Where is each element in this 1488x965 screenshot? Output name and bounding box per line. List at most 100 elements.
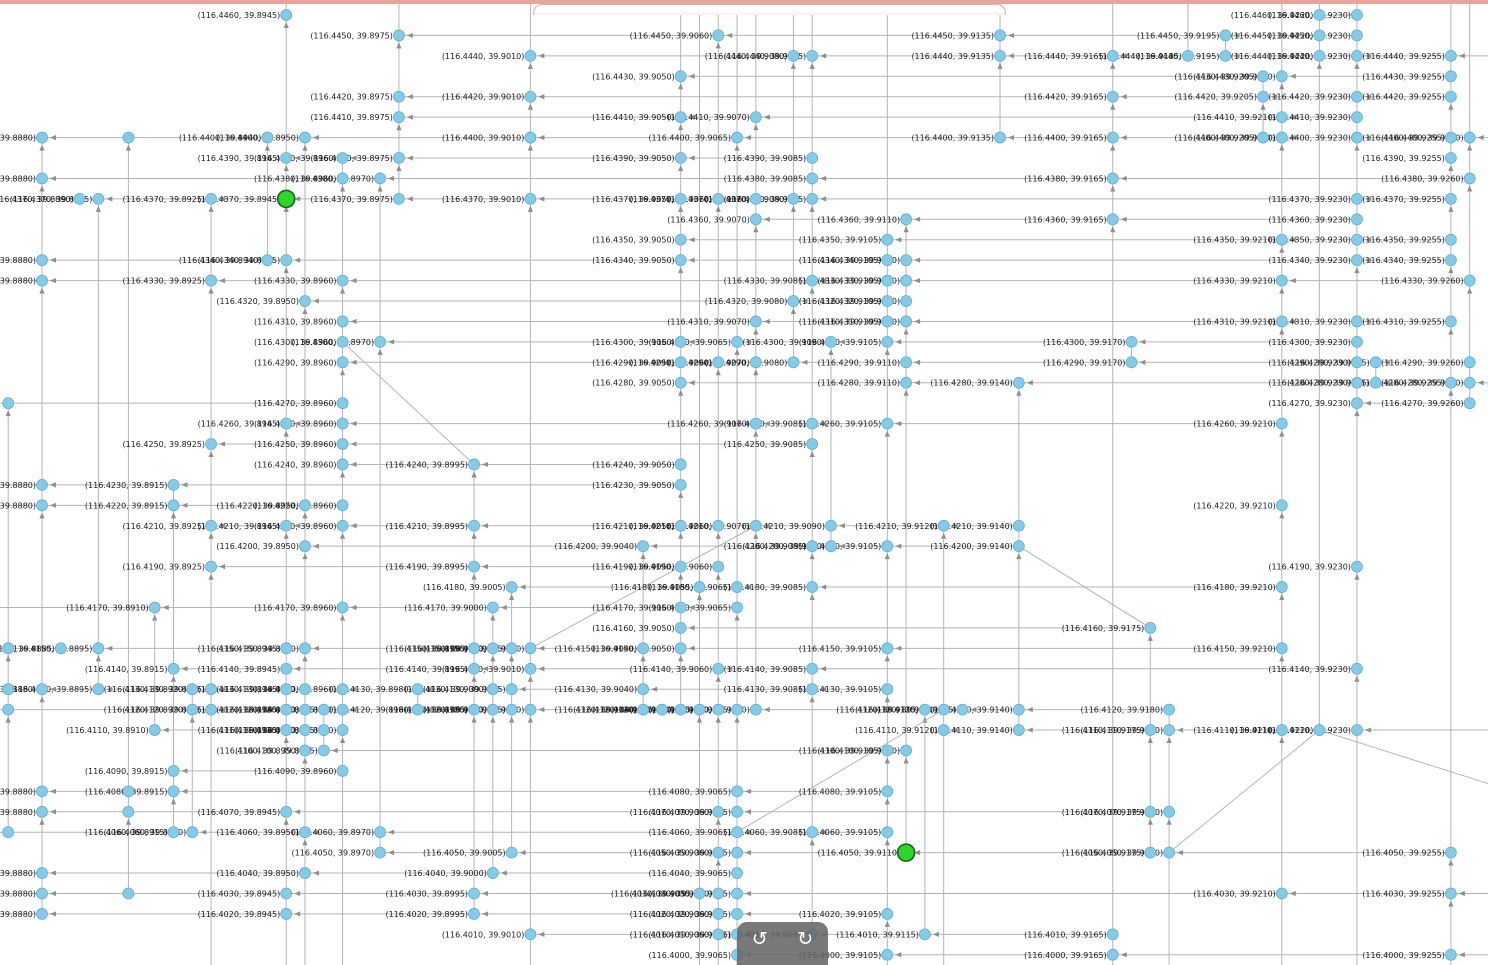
graph-node[interactable] — [92, 192, 105, 205]
graph-node[interactable] — [1444, 887, 1457, 900]
graph-node[interactable] — [712, 662, 725, 675]
graph-node[interactable] — [1444, 254, 1457, 267]
graph-node[interactable] — [280, 254, 293, 267]
graph-node[interactable] — [486, 601, 499, 614]
graph-node[interactable] — [1275, 887, 1288, 900]
graph-node[interactable] — [1351, 397, 1363, 410]
graph-node[interactable] — [505, 581, 518, 593]
graph-node[interactable] — [2, 397, 15, 410]
graph-node[interactable] — [712, 560, 725, 573]
graph-node[interactable] — [881, 274, 894, 287]
graph-node[interactable] — [36, 887, 48, 900]
graph-node[interactable] — [2, 642, 15, 655]
graph-node[interactable] — [1351, 131, 1363, 144]
graph-node[interactable] — [317, 724, 330, 736]
graph-node[interactable] — [693, 887, 706, 900]
graph-node[interactable] — [36, 254, 48, 267]
graph-node[interactable] — [524, 49, 537, 62]
graph-node[interactable] — [299, 867, 311, 879]
graph-node[interactable] — [36, 683, 48, 696]
graph-node[interactable] — [712, 29, 725, 42]
graph-node[interactable] — [881, 785, 894, 798]
graph-node[interactable] — [205, 519, 217, 532]
graph-node[interactable] — [524, 703, 537, 716]
graph-node[interactable] — [1351, 49, 1363, 62]
graph-node[interactable] — [731, 581, 743, 593]
graph-node[interactable] — [280, 805, 293, 818]
graph-node[interactable] — [956, 703, 969, 716]
graph-node[interactable] — [749, 315, 762, 328]
graph-node[interactable] — [280, 417, 293, 430]
graph-node[interactable] — [299, 295, 311, 307]
graph-node[interactable] — [1012, 519, 1025, 532]
graph-node[interactable] — [280, 9, 293, 21]
graph-node[interactable] — [1444, 90, 1457, 103]
graph-node[interactable] — [468, 887, 480, 900]
graph-node[interactable] — [92, 683, 105, 696]
graph-node[interactable] — [1275, 111, 1288, 124]
graph-node[interactable] — [280, 887, 293, 900]
graph-node[interactable] — [806, 662, 819, 675]
graph-node[interactable] — [186, 826, 199, 839]
graph-node[interactable] — [1219, 49, 1232, 62]
graph-node[interactable] — [167, 765, 180, 777]
graph-node[interactable] — [806, 581, 819, 593]
graph-node[interactable] — [1181, 49, 1194, 62]
graph-node[interactable] — [712, 908, 725, 920]
graph-node[interactable] — [900, 744, 913, 757]
graph-node[interactable] — [2, 703, 15, 716]
graph-node[interactable] — [336, 397, 349, 410]
graph-node[interactable] — [167, 785, 180, 798]
graph-node[interactable] — [36, 867, 48, 879]
graph-node[interactable] — [336, 274, 349, 287]
graph-node[interactable] — [524, 662, 537, 675]
graph-node[interactable] — [674, 601, 687, 614]
graph-node[interactable] — [1444, 192, 1457, 205]
graph-node[interactable] — [336, 152, 349, 164]
graph-node[interactable] — [299, 744, 311, 757]
graph-node[interactable] — [1444, 315, 1457, 328]
graph-node[interactable] — [468, 519, 480, 532]
graph-node[interactable] — [299, 131, 311, 144]
graph-node[interactable] — [1463, 172, 1476, 185]
graph-node[interactable] — [524, 642, 537, 655]
graph-node[interactable] — [1144, 724, 1157, 736]
graph-node[interactable] — [486, 867, 499, 879]
graph-node[interactable] — [1163, 724, 1175, 736]
graph-node[interactable] — [674, 560, 687, 573]
graph-node[interactable] — [731, 908, 743, 920]
graph-node[interactable] — [261, 254, 274, 267]
graph-node[interactable] — [1351, 29, 1363, 42]
graph-node[interactable] — [994, 131, 1006, 144]
graph-node[interactable] — [731, 131, 743, 144]
graph-node[interactable] — [486, 703, 499, 716]
graph-node[interactable] — [336, 172, 349, 185]
graph-node[interactable] — [674, 254, 687, 267]
graph-node[interactable] — [1163, 703, 1175, 716]
graph-node[interactable] — [656, 703, 668, 716]
graph-node[interactable] — [336, 458, 349, 471]
graph-node[interactable] — [1351, 356, 1363, 369]
graph-node[interactable] — [336, 703, 349, 716]
graph-node[interactable] — [1313, 49, 1326, 62]
graph-node[interactable] — [787, 356, 800, 369]
graph-node[interactable] — [280, 683, 293, 696]
graph-node[interactable] — [2, 683, 15, 696]
graph-node[interactable] — [637, 540, 650, 553]
graph-node[interactable] — [1369, 356, 1382, 369]
graph-node[interactable] — [1444, 376, 1457, 389]
graph-node[interactable] — [317, 703, 330, 716]
graph-node[interactable] — [205, 683, 217, 696]
graph-node[interactable] — [731, 846, 743, 859]
graph-node[interactable] — [937, 703, 950, 716]
graph-node[interactable] — [122, 131, 135, 144]
graph-node[interactable] — [674, 622, 687, 634]
graph-node[interactable] — [1351, 90, 1363, 103]
graph-node[interactable] — [806, 438, 819, 450]
graph-node[interactable] — [900, 254, 913, 267]
graph-node[interactable] — [1463, 356, 1476, 369]
graph-node[interactable] — [1275, 131, 1288, 144]
graph-node[interactable] — [411, 683, 424, 696]
graph-node[interactable] — [881, 335, 894, 348]
graph-node[interactable] — [1275, 315, 1288, 328]
